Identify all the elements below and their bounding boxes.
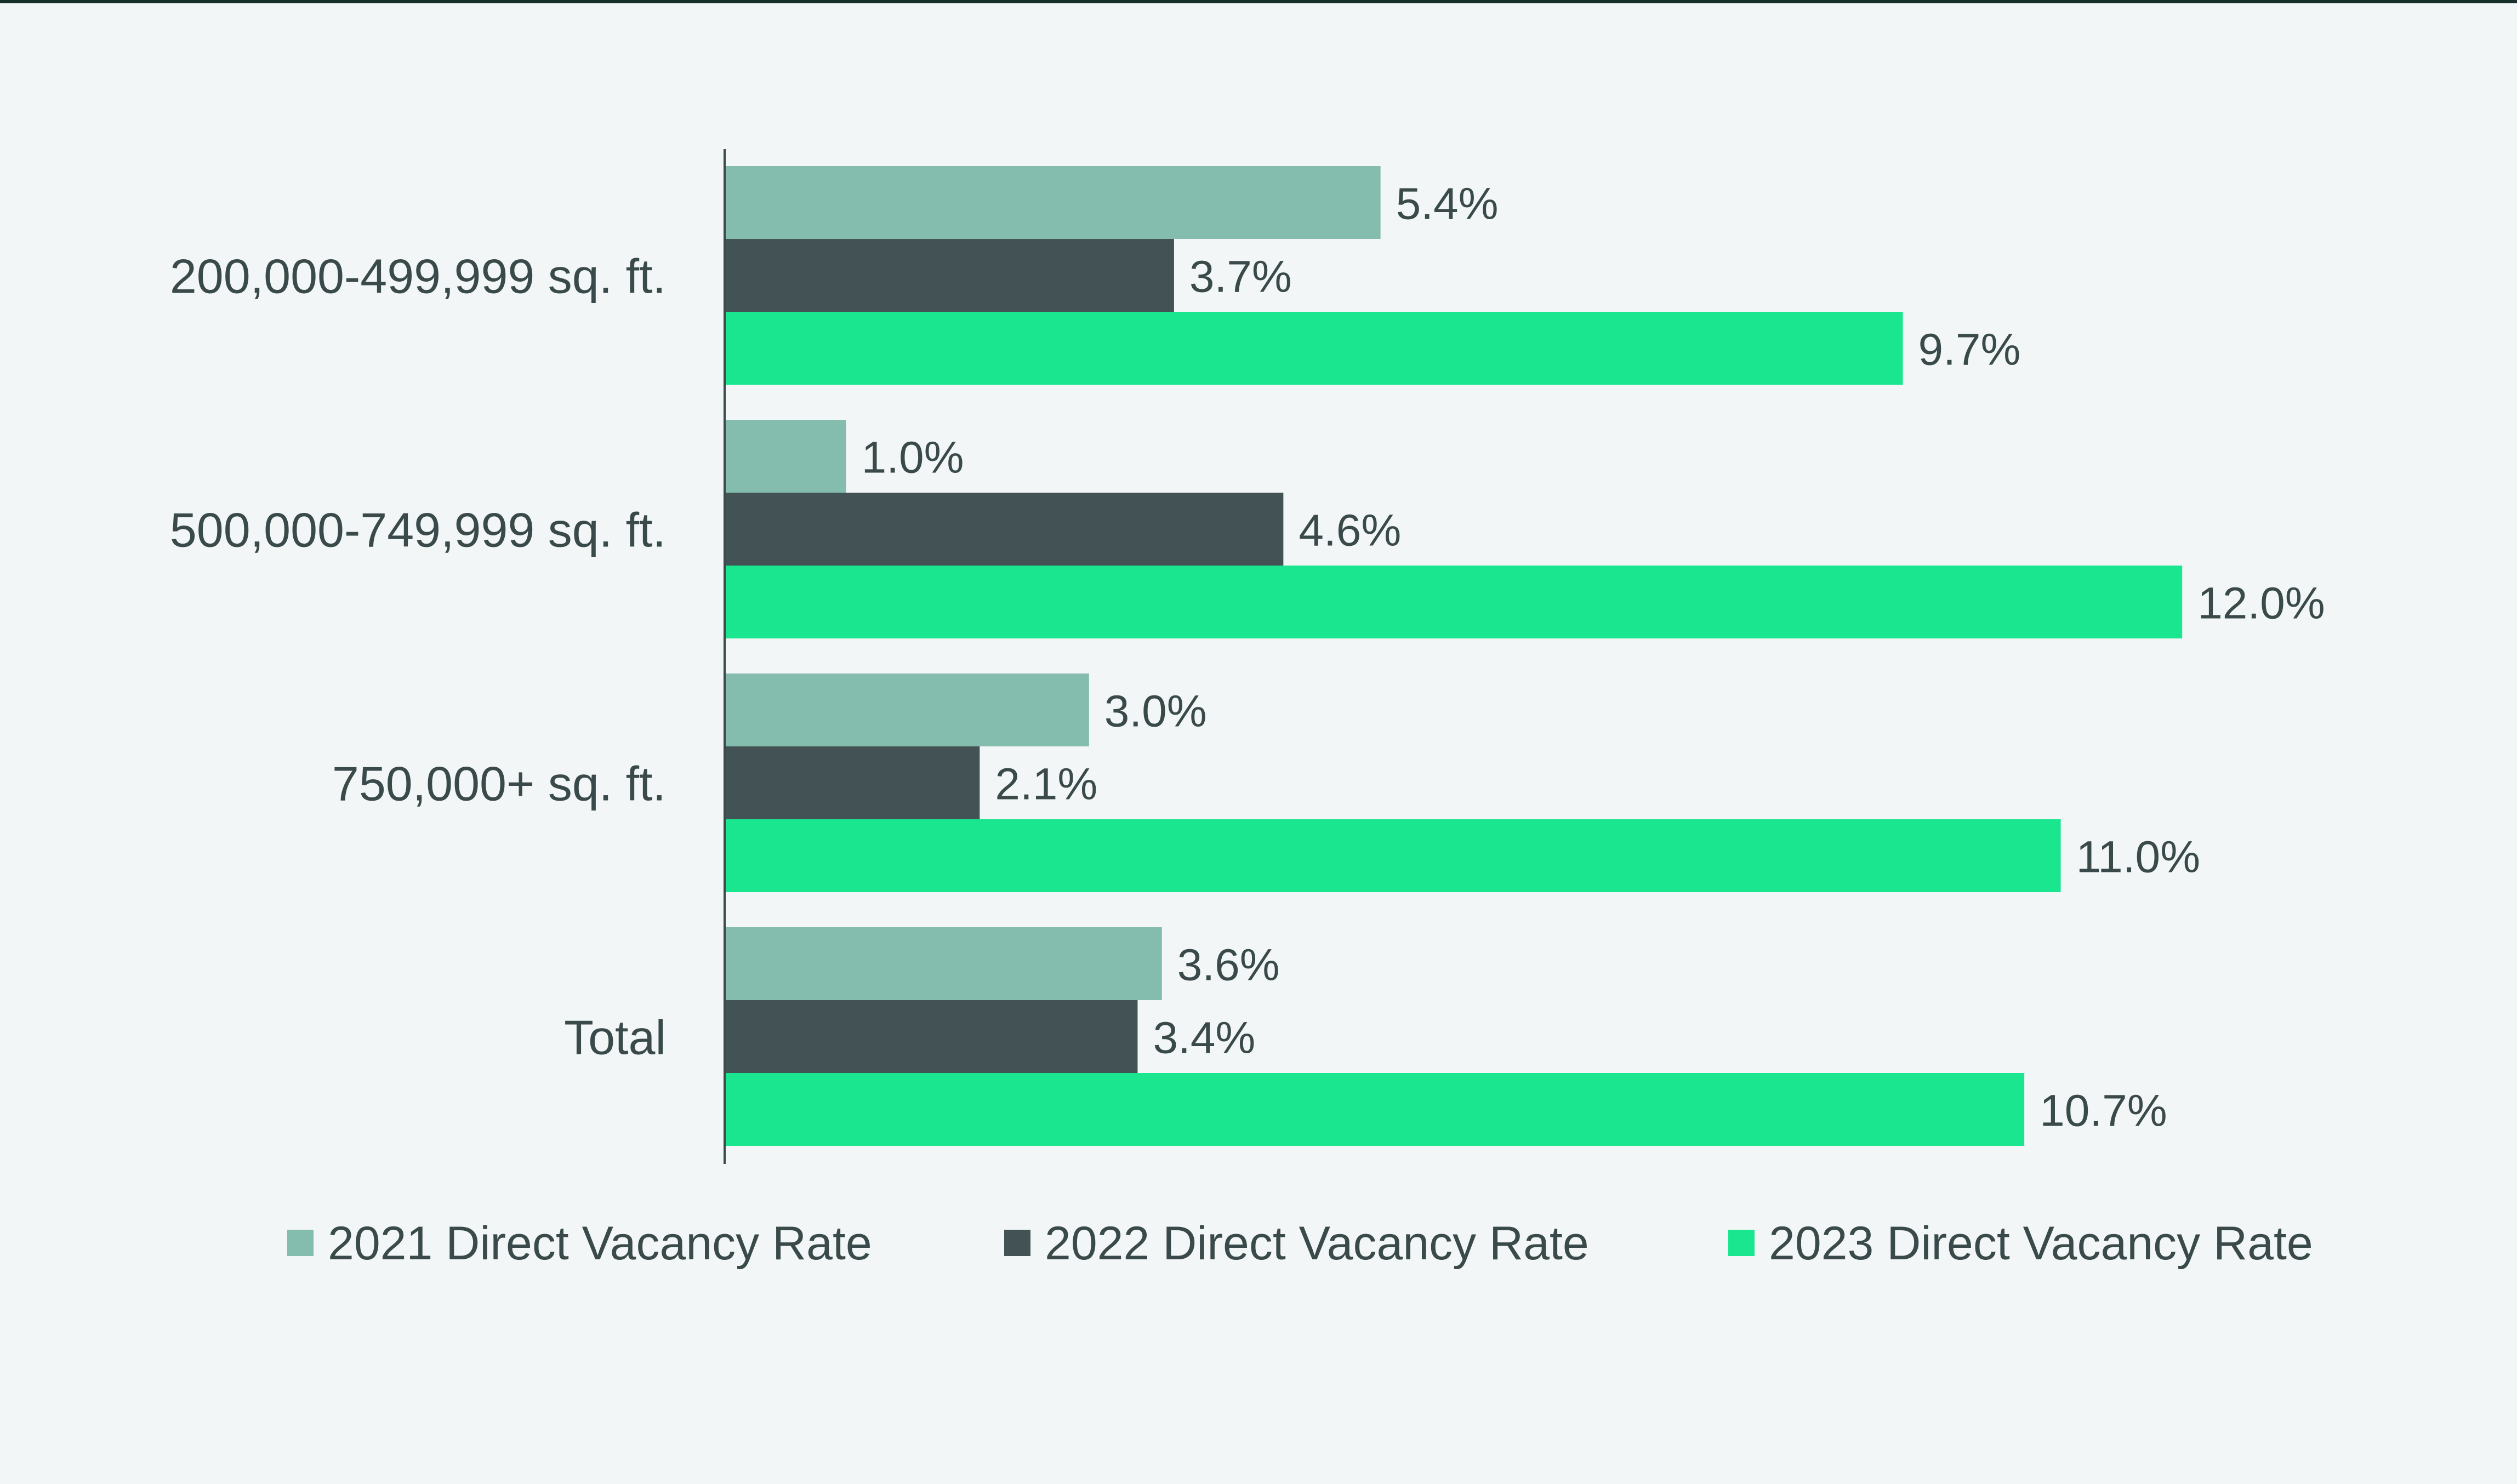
category-labels-layer: 200,000-499,999 sq. ft. 500,000-749,999 s… — [170, 249, 666, 1065]
legend-label-3: 2023 Direct Vacancy Rate — [1769, 1217, 2313, 1270]
value-label: 10.7% — [2040, 1086, 2167, 1136]
bar-2-3 — [725, 746, 980, 819]
value-label: 5.4% — [1396, 179, 1499, 229]
value-label: 3.7% — [1189, 252, 1292, 302]
bar-2-1 — [725, 239, 1174, 312]
bar-2-2 — [725, 493, 1284, 566]
legend: 2021 Direct Vacancy Rate 2022 Direct Vaca… — [287, 1217, 2313, 1270]
bar-1-3 — [725, 673, 1089, 746]
bar-2-4 — [725, 1000, 1138, 1073]
bar-1-1 — [725, 166, 1381, 239]
value-label: 9.7% — [1918, 325, 2021, 375]
value-label: 12.0% — [2197, 579, 2325, 629]
value-labels-layer: 5.4% 3.7% 9.7% 1.0% 4.6% 12.0% 3.0%2.1% 11.0% 3.… — [862, 179, 2325, 1136]
legend-swatch-3 — [1728, 1230, 1755, 1256]
value-label: 2.1% — [995, 760, 1097, 809]
category-label: 500,000-749,999 sq. ft. — [170, 503, 666, 557]
category-label: Total — [564, 1011, 666, 1065]
bar-3-3 — [725, 819, 2061, 892]
value-label: 1.0% — [862, 433, 964, 483]
bars-layer — [725, 166, 2183, 1146]
legend-swatch-2 — [1004, 1230, 1030, 1256]
legend-label-1: 2021 Direct Vacancy Rate — [328, 1217, 872, 1270]
category-label: 750,000+ sq. ft. — [332, 757, 666, 811]
bar-1-2 — [725, 420, 846, 493]
bar-3-2 — [725, 566, 2183, 638]
category-label: 200,000-499,999 sq. ft. — [170, 249, 666, 304]
value-label: 4.6% — [1299, 506, 1401, 556]
value-label: 11.0% — [2076, 832, 2200, 882]
top-rule — [0, 0, 2517, 3]
bar-3-1 — [725, 312, 1903, 385]
value-label: 3.6% — [1177, 940, 1280, 990]
bar-1-4 — [725, 927, 1162, 1000]
legend-label-2: 2022 Direct Vacancy Rate — [1045, 1217, 1589, 1270]
value-label: 3.4% — [1153, 1013, 1255, 1063]
legend-swatch-1 — [287, 1230, 314, 1256]
value-label: 3.0% — [1104, 687, 1207, 737]
bar-3-4 — [725, 1073, 2025, 1146]
